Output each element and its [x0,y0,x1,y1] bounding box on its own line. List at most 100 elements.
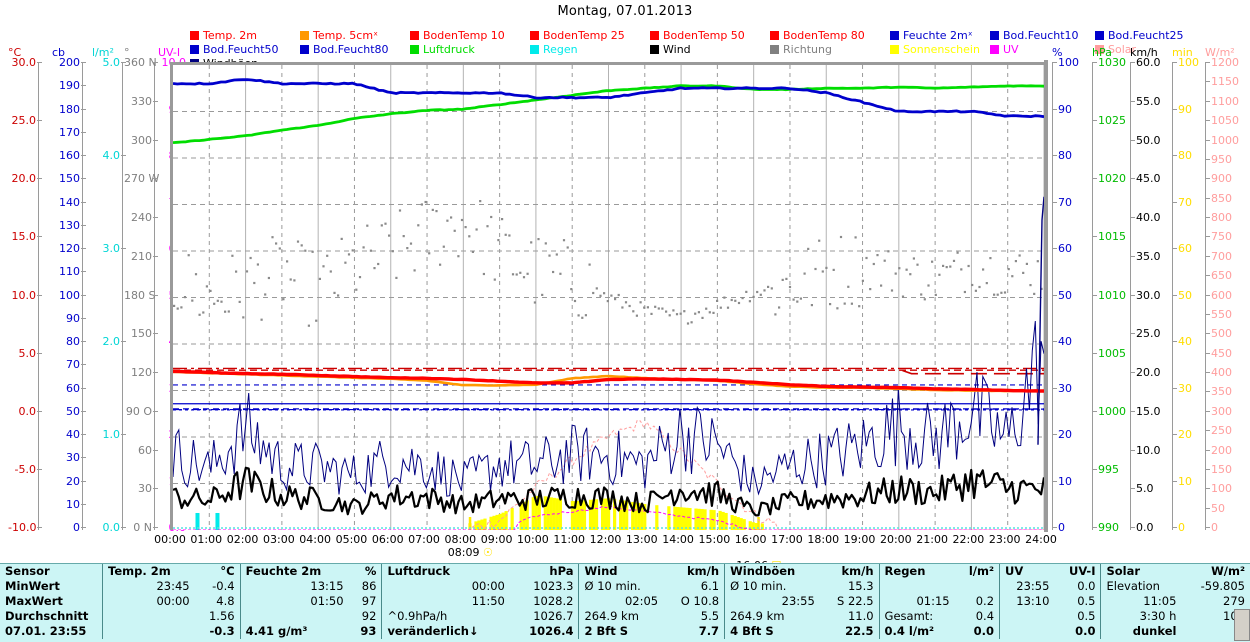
axis-tick-label: 900 [1211,172,1232,186]
x-axis-tick-label: 12:00 [589,533,622,546]
table-cell-uv-time: 13:10 [999,594,1055,609]
legend-item-regen[interactable]: Regen [530,44,578,55]
axis-tick-mark [121,248,126,249]
axis-tick-label: 60 [1058,242,1072,255]
table-cell-luftdruck-time: 00:00 [381,579,510,594]
axis-tick-mark [81,317,86,319]
axis-tick-label: 90 O [125,404,152,418]
legend-item-label: Solar [1108,43,1137,56]
legend-item-temp-5cm[interactable]: Temp. 5cmˣ [300,30,378,41]
table-unit-feuchte-2m: % [364,564,377,578]
table-cell-temp-2m-time: 00:00 [101,594,195,609]
wind-direction-dots [173,200,1043,327]
axis-tick-label: 150 [131,327,152,341]
axis-tick-label: 160 [59,149,80,162]
axis-tick-label: 120 [59,242,80,255]
axis-line [1130,62,1131,530]
legend-item-label: Regen [543,43,578,56]
axis-tick-label: 800 [1211,211,1232,224]
axis-tick-mark [81,271,86,273]
legend-item-bodentemp-80[interactable]: BodenTemp 80 [770,30,865,41]
x-axis-tick-label: 00:00 [154,533,186,546]
table-unit-wind: km/h [687,564,720,578]
axis-tick-label: 30 [1058,381,1072,395]
legend-item-uv[interactable]: UV [990,44,1019,55]
axis-tick-mark [37,352,42,354]
axis-tick-mark [153,62,158,63]
table-cell-wind-time: 264.9 km [578,609,664,624]
legend-swatch-icon [890,45,899,54]
axis-tick-mark [153,410,158,412]
axis-tick-label: 90 [1178,102,1192,116]
axis-tick-mark [1205,410,1210,412]
axis-tick-label: 30.0 [11,56,37,69]
axis-tick-label: 70 [1058,195,1072,209]
legend-swatch-icon [770,31,779,40]
scrollbar-corner[interactable] [1234,609,1250,641]
axis-tick-mark [81,387,86,389]
axis-tick-label: 10 [1178,474,1192,488]
legend-item-temp-2m[interactable]: Temp. 2m [190,30,257,41]
axis-tick-label: 120 [131,366,152,379]
legend-item-bodentemp-10[interactable]: BodenTemp 10 [410,30,505,41]
table-cell-windboeen-time: 4 Bft S [724,624,820,639]
axis-tick-label: 60 [138,443,152,457]
gust-spike-line [1037,196,1044,445]
chart-svg [173,65,1044,530]
axis-tick-label: 250 [1211,424,1232,438]
legend-item-richtung[interactable]: Richtung [770,44,832,55]
legend-item-bod-feucht50[interactable]: Bod.Feucht50 [190,44,279,55]
legend-item-feuchte-2m[interactable]: Feuchte 2mˣ [890,30,973,41]
legend-swatch-icon [890,31,899,40]
axis-tick-mark [1205,120,1210,122]
axis-tick-label: 50 [1178,288,1192,302]
legend-item-luftdruck[interactable]: Luftdruck [410,44,475,55]
table-unit-solar: W/m² [1211,564,1245,578]
legend-item-bod-feucht10[interactable]: Bod.Feucht10 [990,30,1079,41]
legend-item-label: Richtung [783,43,832,56]
axis-tick-label: 190 [59,79,80,93]
axis-tick-label: 10 [1058,474,1072,488]
table-cell-uv-time: 23:55 [999,579,1055,594]
legend-item-bod-feucht80[interactable]: Bod.Feucht80 [300,44,389,55]
axis-tick-mark [1205,430,1210,432]
axis-tick-label: 80 [66,335,80,348]
axis-tick-label: 55.0 [1136,94,1161,108]
axis-tick-mark [1052,387,1057,389]
axis-line [1092,62,1093,530]
legend-item-bodentemp-50[interactable]: BodenTemp 50 [650,30,745,41]
legend-item-solar[interactable]: Solar [1095,44,1136,55]
axis-tick-mark [1205,507,1210,509]
axis-tick-mark [1205,449,1210,451]
axis-tick-label: 20.0 [1136,366,1161,379]
axis-tick-label: 60 [66,381,80,395]
x-axis-tick-label: 01:00 [190,533,223,546]
table-cell-uv-value: 0.0 [1075,624,1096,638]
axis-tick-label: 50 [1211,501,1225,515]
axis-tick-mark [1172,434,1177,435]
axis-tick-mark [153,372,158,373]
table-rowlabel: MaxWert [5,594,63,608]
axis-line [1172,62,1173,530]
axis-unit-label-humidity: % [1052,46,1063,59]
x-axis-tick-label: 08:00 [444,533,477,546]
axis-tick-mark [1130,410,1135,412]
axis-tick-label: 500 [1211,327,1232,341]
axis-tick-label: 40 [1178,335,1192,348]
legend-item-wind[interactable]: Wind [650,44,691,55]
rain-bars [173,513,1044,530]
legend-item-sonnenschein[interactable]: Sonnenschein [890,44,980,55]
axis-unit-label-wind-direction: ° [124,46,130,59]
table-cell-feuchte-2m-value: 92 [361,609,377,623]
axis-tick-mark [121,155,126,156]
axis-tick-label: 700 [1211,249,1232,263]
legend-item-bodentemp-25[interactable]: BodenTemp 25 [530,30,625,41]
axis-tick-label: 20.0 [11,172,37,186]
axis-tick-mark [1172,62,1177,63]
axis-tick-mark [81,62,86,63]
legend-swatch-icon [770,45,779,54]
legend-item-bod-feucht25[interactable]: Bod.Feucht25 [1095,30,1184,41]
axis-tick-label: 15.0 [1136,404,1161,418]
legend-item-label: Bod.Feucht10 [1003,29,1079,42]
